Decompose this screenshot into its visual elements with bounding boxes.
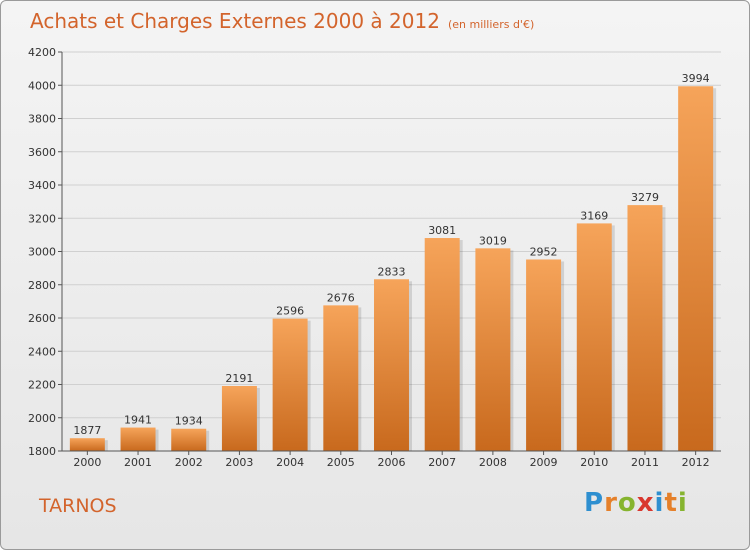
bar-2006: [374, 279, 409, 451]
bar-2000: [69, 438, 105, 451]
bar-value-label: 3081: [428, 224, 456, 237]
bar-value-label: 3279: [631, 191, 659, 204]
y-tick-label: 2600: [28, 312, 56, 325]
y-tick-label: 3200: [28, 212, 56, 225]
bar-2002: [171, 428, 207, 451]
y-tick-label: 3600: [28, 146, 56, 159]
logo-letter: o: [617, 488, 637, 518]
x-tick-label: 2003: [225, 456, 253, 469]
y-tick-label: 1800: [28, 445, 56, 458]
bar-value-label: 2833: [378, 265, 406, 278]
x-tick-label: 2012: [682, 456, 710, 469]
chart-subtitle: (en milliers d'€): [447, 18, 535, 31]
x-tick-label: 2006: [378, 456, 406, 469]
bar-value-label: 3019: [479, 234, 507, 247]
y-tick-label: 2200: [28, 379, 56, 392]
x-tick-label: 2011: [631, 456, 659, 469]
bar-2001: [120, 427, 156, 451]
chart-title: Achats et Charges Externes 2000 à 2012 (e…: [30, 9, 534, 33]
y-tick-label: 2000: [28, 412, 56, 425]
axes: 1800 2000 2200 2400 2600 2800 3000 3200 3400 3600…: [28, 46, 721, 469]
logo-letter: t: [664, 488, 678, 518]
x-tick-label: 2005: [327, 456, 355, 469]
x-tick-label: 2004: [276, 456, 304, 469]
bar-value-label: 1941: [124, 414, 152, 427]
proxiti-logo: Proxiti: [584, 488, 688, 518]
commune-name: TARNOS: [39, 495, 117, 517]
y-tick-label: 4000: [28, 79, 56, 92]
bar-2008: [475, 248, 511, 451]
bar-2004: [272, 318, 308, 451]
x-tick-label: 2010: [580, 456, 608, 469]
x-tick-label: 2001: [124, 456, 152, 469]
bar-value-label: 2191: [225, 372, 253, 385]
bar-value-label: 2596: [276, 305, 304, 318]
logo-letter: x: [636, 488, 655, 518]
y-tick-label: 3000: [28, 246, 56, 259]
bar-2009: [526, 259, 562, 451]
chart-title-text: Achats et Charges Externes 2000 à 2012: [30, 9, 440, 33]
bar-value-label: 1877: [73, 424, 101, 437]
logo-letter: i: [677, 488, 688, 518]
x-tick-label: 2007: [428, 456, 456, 469]
y-tick-label: 4200: [28, 46, 56, 59]
x-tick-label: 2009: [530, 456, 558, 469]
logo-letter: P: [584, 488, 605, 518]
bar-2003: [221, 385, 257, 451]
bar-2010: [576, 223, 612, 451]
logo-letter: i: [654, 488, 665, 518]
bar-2011: [627, 205, 663, 451]
bar-2007: [424, 238, 460, 451]
bar-value-label: 1934: [175, 415, 203, 428]
logo-letter: r: [604, 488, 618, 518]
y-tick-label: 3800: [28, 113, 56, 126]
x-tick-label: 2008: [479, 456, 507, 469]
y-tick-label: 2800: [28, 279, 56, 292]
bar-value-label: 3169: [580, 209, 608, 222]
x-tick-label: 2000: [73, 456, 101, 469]
bar-value-label: 2676: [327, 291, 355, 304]
y-tick-label: 2400: [28, 345, 56, 358]
x-tick-label: 2002: [175, 456, 203, 469]
bar-value-label: 3994: [682, 72, 710, 85]
bar-2012: [678, 86, 714, 451]
y-tick-label: 3400: [28, 179, 56, 192]
bar-2005: [323, 305, 359, 451]
bars: 1877 1941 1934 2191 2596 2676 2833 3081 3019 2952…: [69, 72, 717, 451]
bar-value-label: 2952: [530, 245, 558, 258]
